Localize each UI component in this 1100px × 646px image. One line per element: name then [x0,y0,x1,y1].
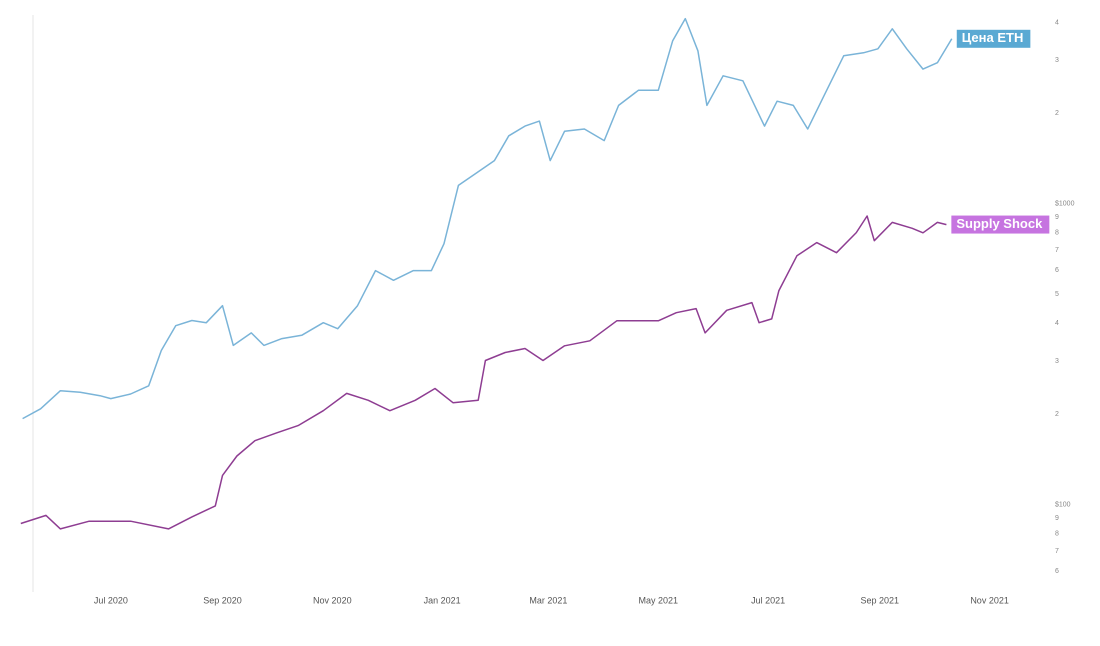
y-tick-label: 9 [1055,214,1059,221]
y-tick-label: 8 [1055,230,1059,237]
series-end-label: Цена ETH [962,30,1024,45]
y-tick-label: 6 [1055,568,1059,575]
y-tick-label: 3 [1055,57,1059,64]
y-tick-label: 5 [1055,291,1059,298]
y-tick-label: 8 [1055,531,1059,538]
x-tick-label: Sep 2021 [860,595,899,605]
series-line [20,215,947,530]
y-tick-label: 3 [1055,358,1059,365]
x-tick-label: May 2021 [638,595,678,605]
y-tick-label: $1000 [1055,200,1075,207]
x-tick-label: Nov 2021 [970,595,1009,605]
y-tick-label: 2 [1055,110,1059,117]
series-end-label-box [956,29,1031,48]
x-tick-label: Jan 2021 [424,595,461,605]
x-tick-label: Jul 2020 [94,595,128,605]
y-tick-label: 7 [1055,247,1059,254]
y-tick-label: 4 [1055,320,1059,327]
x-tick-label: Sep 2020 [203,595,242,605]
y-tick-label: 4 [1055,19,1059,26]
y-tick-label: $100 [1055,501,1071,508]
x-tick-label: Jul 2021 [751,595,785,605]
y-tick-label: 2 [1055,411,1059,418]
y-tick-label: 9 [1055,515,1059,522]
series-end-label-box [951,215,1050,234]
series-end-label: Supply Shock [956,216,1043,231]
y-tick-label: 7 [1055,548,1059,555]
x-tick-label: Mar 2021 [529,595,567,605]
x-tick-label: Nov 2020 [313,595,352,605]
series-line [22,17,953,420]
y-tick-label: 6 [1055,267,1059,274]
